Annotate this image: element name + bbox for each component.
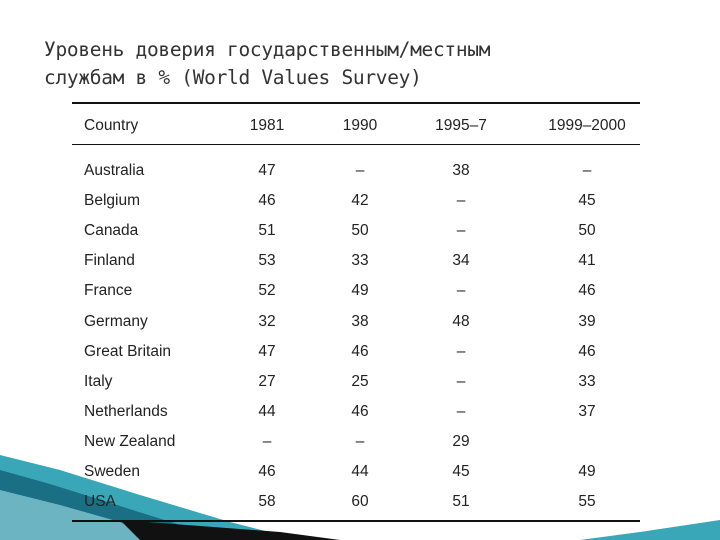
value-cell: 47 — [258, 342, 276, 360]
value-cell: – — [582, 162, 592, 179]
header-1990: 1990 — [342, 117, 378, 134]
country-cell: Germany — [84, 312, 148, 330]
value-cell: 46 — [578, 342, 596, 360]
country-cell: Great Britain — [84, 342, 172, 360]
value-cell: – — [456, 372, 466, 390]
table-header-row: Country 1981 1990 1995–7 1999–2000 — [72, 113, 640, 139]
value-cell: 52 — [258, 282, 276, 300]
table-header-rule — [72, 144, 640, 145]
value-cell: 50 — [578, 222, 596, 240]
value-cell: 45 — [578, 192, 596, 210]
value-cell: 33 — [578, 372, 596, 390]
value-cell: 51 — [258, 222, 276, 240]
country-cell: Netherlands — [84, 402, 168, 420]
value-cell: – — [456, 402, 466, 420]
country-cell: Italy — [84, 372, 113, 390]
value-cell: – — [355, 432, 365, 450]
table-row: France 52 49 – 46 — [72, 278, 640, 304]
country-cell: Canada — [84, 222, 139, 240]
value-cell: 44 — [258, 402, 276, 420]
header-1995-7: 1995–7 — [435, 117, 487, 134]
black-stripe-shape — [120, 520, 340, 540]
value-cell: – — [456, 342, 466, 360]
value-cell: 46 — [258, 192, 276, 210]
value-cell: 38 — [351, 312, 369, 330]
value-cell: 47 — [258, 162, 276, 179]
value-cell: 38 — [452, 162, 470, 179]
value-cell: 37 — [578, 402, 596, 420]
slide-title-line-2: службам в % (World Values Survey) — [44, 66, 422, 89]
value-cell: 46 — [351, 342, 369, 360]
value-cell: 55 — [578, 493, 596, 511]
table-row: Sweden 46 44 45 49 — [72, 459, 640, 485]
country-cell: Belgium — [84, 192, 140, 210]
value-cell: 45 — [452, 463, 470, 480]
value-cell: 29 — [452, 432, 470, 450]
value-cell: 27 — [258, 372, 276, 390]
table-row: Belgium 46 42 – 45 — [72, 188, 640, 214]
table-top-rule — [72, 102, 640, 104]
value-cell: 34 — [452, 252, 470, 270]
table-bottom-rule — [72, 520, 640, 522]
value-cell: 48 — [452, 312, 470, 330]
teal-corner-shape — [580, 520, 720, 540]
value-cell: 58 — [258, 493, 276, 511]
value-cell: 41 — [578, 252, 596, 270]
header-country: Country — [84, 117, 139, 134]
country-cell: New Zealand — [84, 432, 176, 450]
value-cell: 46 — [258, 463, 276, 480]
value-cell: 49 — [578, 463, 596, 480]
table-row: Australia 47 – 38 – — [72, 158, 640, 184]
table-row: Finland 53 33 34 41 — [72, 248, 640, 274]
value-cell: – — [456, 192, 466, 210]
value-cell: 51 — [452, 493, 470, 511]
light-wave-shape — [0, 490, 160, 540]
value-cell: 46 — [351, 402, 369, 420]
table-row: New Zealand – – 29 — [72, 429, 640, 455]
table-row: Great Britain 47 46 – 46 — [72, 339, 640, 365]
slide-title-line-1: Уровень доверия государственным/местным — [44, 38, 491, 61]
header-1981: 1981 — [249, 117, 285, 134]
table-row: Canada 51 50 – 50 — [72, 218, 640, 244]
value-cell: 39 — [578, 312, 596, 330]
value-cell: 32 — [258, 312, 276, 330]
country-cell: France — [84, 282, 133, 300]
value-cell: 33 — [351, 252, 369, 270]
value-cell: 60 — [351, 493, 369, 511]
table-row: Italy 27 25 – 33 — [72, 369, 640, 395]
value-cell: 53 — [258, 252, 276, 270]
value-cell: 50 — [351, 222, 369, 240]
value-cell: – — [456, 282, 466, 300]
value-cell: 49 — [351, 282, 369, 300]
header-1999-2000: 1999–2000 — [548, 117, 626, 134]
country-cell: Finland — [84, 252, 135, 270]
value-cell: – — [456, 222, 466, 240]
value-cell: – — [355, 162, 365, 179]
value-cell: 46 — [578, 282, 596, 300]
country-cell: USA — [84, 493, 116, 511]
slide-title: Уровень доверия государственным/местным … — [44, 36, 664, 92]
value-cell: 25 — [351, 372, 369, 390]
country-cell: Australia — [84, 162, 145, 179]
table-row: Germany 32 38 48 39 — [72, 309, 640, 335]
table-row: Netherlands 44 46 – 37 — [72, 399, 640, 425]
value-cell: 42 — [351, 192, 369, 210]
value-cell: 44 — [351, 463, 369, 480]
table-row: USA 58 60 51 55 — [72, 489, 640, 515]
value-cell: – — [262, 432, 272, 450]
country-cell: Sweden — [84, 463, 141, 480]
